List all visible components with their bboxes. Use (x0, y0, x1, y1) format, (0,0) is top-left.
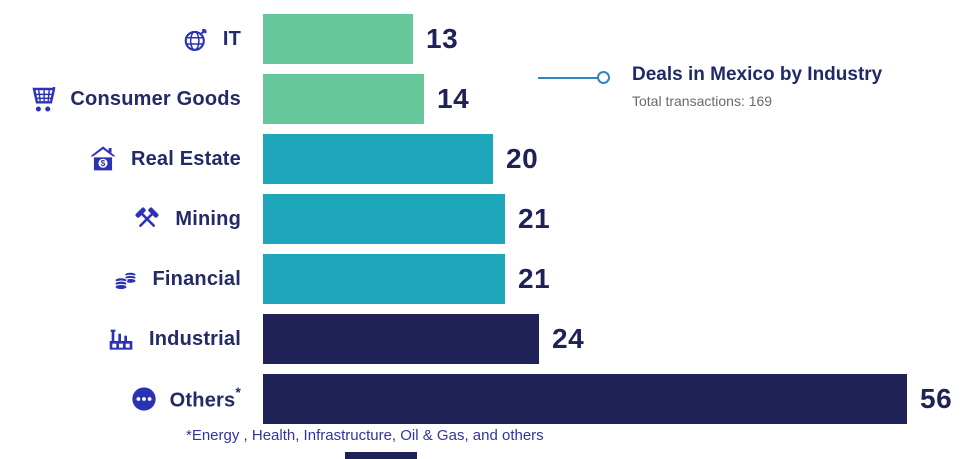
category-label: IT (222, 27, 241, 50)
bar[interactable] (263, 74, 424, 124)
shopping-cart-icon (26, 83, 58, 115)
bottom-accent-bar (345, 452, 417, 459)
table-row: IT 13 (0, 14, 952, 64)
footnote: *Energy , Health, Infrastructure, Oil & … (186, 427, 544, 444)
others-asterisk: * (235, 383, 241, 400)
category-label-consumer-goods: Consumer Goods (0, 83, 263, 115)
total-transactions-subtitle: Total transactions: 169 (632, 93, 773, 109)
category-label-mining: Mining (0, 203, 263, 235)
value-label: 56 (920, 383, 953, 414)
value-label: 21 (518, 203, 551, 234)
chart-header: Deals in Mexico by Industry Total transa… (538, 64, 882, 109)
value-label: 24 (552, 323, 585, 354)
category-label-others: Others* (0, 383, 263, 413)
bar[interactable] (263, 194, 505, 244)
callout-line-segment (538, 76, 598, 79)
svg-text:$: $ (101, 159, 106, 168)
bar[interactable] (263, 134, 493, 184)
value-label: 14 (437, 83, 470, 114)
bar-chart-area: IT 13 (0, 14, 952, 434)
category-label-it: IT (0, 24, 263, 54)
mining-hammers-icon (131, 203, 163, 235)
callout-line (538, 71, 610, 84)
category-label: Mining (175, 207, 241, 230)
ellipsis-circle-icon (130, 385, 158, 413)
bar[interactable] (263, 254, 505, 304)
callout-circle-icon (597, 71, 610, 84)
category-label-real-estate: $ Real Estate (0, 143, 263, 175)
table-row: Others* 56 (0, 374, 952, 424)
value-label: 21 (518, 263, 551, 294)
table-row: Mining 21 (0, 194, 952, 244)
value-label: 13 (426, 23, 459, 54)
bar[interactable] (263, 314, 539, 364)
house-dollar-icon: $ (87, 143, 119, 175)
bar[interactable] (263, 14, 413, 64)
category-label: Industrial (148, 327, 241, 350)
category-label-industrial: Industrial (0, 323, 263, 355)
bar[interactable] (263, 374, 907, 424)
table-row: $ Real Estate 20 (0, 134, 952, 184)
category-label-financial: Financial (0, 264, 263, 294)
value-label: 20 (506, 143, 539, 174)
category-label: Others* (169, 383, 241, 412)
factory-icon (105, 323, 137, 355)
page-title: Deals in Mexico by Industry (632, 64, 883, 85)
table-row: Industrial 24 (0, 314, 952, 364)
category-label: Real Estate (130, 147, 241, 170)
category-label: Consumer Goods (70, 87, 241, 110)
it-globe-icon (181, 24, 211, 54)
category-label: Financial (152, 267, 241, 290)
table-row: Financial 21 (0, 254, 952, 304)
table-row: Consumer Goods 14 (0, 74, 952, 124)
coins-icon (111, 264, 141, 294)
